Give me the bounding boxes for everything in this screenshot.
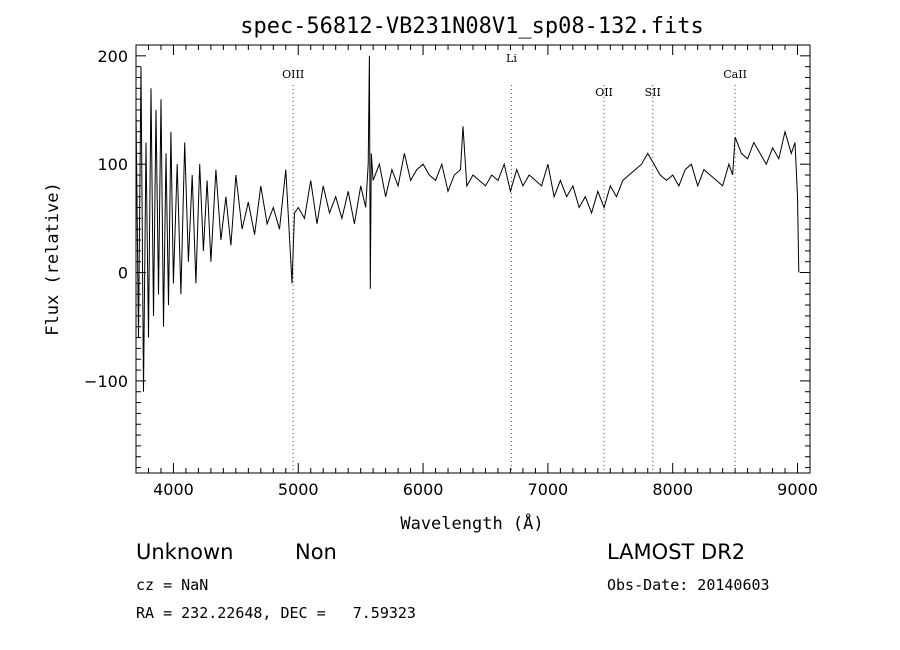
x-tick-label: 6000: [403, 480, 444, 499]
class-label: Unknown: [136, 540, 234, 564]
y-tick-label: 200: [97, 47, 128, 66]
obs-date: Obs-Date: 20140603: [607, 576, 770, 594]
x-tick-label: 4000: [153, 480, 194, 499]
x-tick-label: 5000: [278, 480, 319, 499]
x-tick-label: 9000: [777, 480, 818, 499]
y-tick-label: 0: [118, 264, 128, 283]
survey-label: LAMOST DR2: [607, 540, 746, 564]
radec-value: RA = 232.22648, DEC = 7.59323: [136, 604, 416, 622]
x-tick-label: 7000: [528, 480, 569, 499]
cz-value: cz = NaN: [136, 576, 209, 594]
y-tick-label: −100: [84, 372, 128, 391]
line-markers: OIII Li OII SII CaII: [282, 52, 747, 473]
plot-frame: [135, 44, 811, 474]
line-label-oii: OII: [595, 86, 613, 99]
y-tick-label: 100: [97, 155, 128, 174]
line-label-caii: CaII: [723, 68, 747, 81]
spectrum-chart: spec-56812-VB231N08V1_sp08-132.fits 4000…: [43, 14, 818, 534]
x-tick-label: 8000: [652, 480, 693, 499]
line-label-sii: SII: [645, 86, 661, 99]
subclass-label: Non: [295, 540, 337, 564]
chart-title: spec-56812-VB231N08V1_sp08-132.fits: [240, 14, 704, 39]
x-axis-label: Wavelength (Å): [400, 512, 543, 534]
spectrum-series: [135, 55, 800, 392]
line-label-li: Li: [506, 52, 517, 65]
axis-ticks: 4000 5000 6000 7000 8000 9000 −100 0 100 200: [84, 44, 818, 499]
line-label-oiii: OIII: [282, 68, 304, 81]
spectrum-line: [135, 55, 800, 392]
y-axis-label: Flux (relative): [43, 182, 63, 336]
